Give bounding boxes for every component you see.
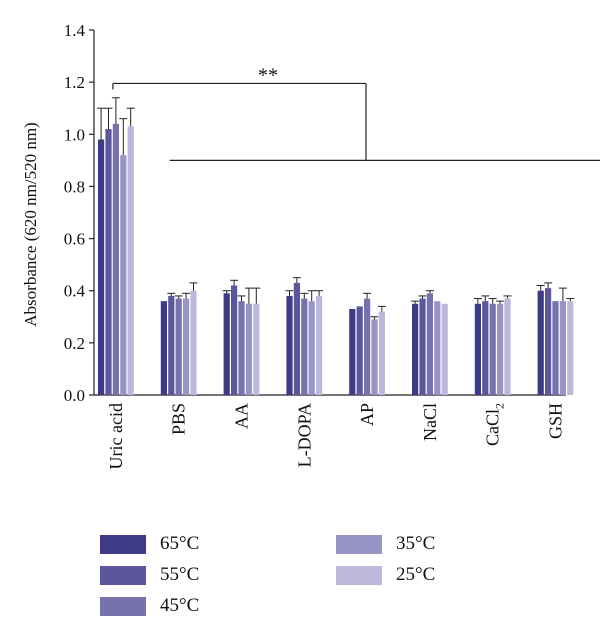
bar — [426, 293, 433, 395]
bar — [504, 298, 511, 395]
y-axis-label: Absorbance (620 nm/520 nm) — [21, 122, 40, 326]
x-tick-label: CaCl2 — [483, 403, 507, 446]
x-tick-label: AP — [357, 403, 377, 426]
legend-label: 55°C — [160, 564, 200, 585]
bar — [419, 298, 426, 395]
bar — [441, 303, 448, 395]
legend-label: 25°C — [396, 564, 436, 585]
bar — [105, 129, 112, 396]
bar — [245, 303, 252, 395]
y-tick-label: 1.0 — [64, 125, 85, 144]
legend-item: 35°C — [336, 533, 435, 555]
bar — [356, 306, 363, 395]
y-tick-label: 0.6 — [64, 230, 85, 249]
bar — [112, 123, 119, 395]
legend-swatch — [336, 565, 382, 585]
bar — [301, 298, 308, 395]
x-tick-label: Uric acid — [106, 403, 126, 469]
legend-label: 65°C — [160, 533, 200, 554]
bar — [183, 298, 190, 395]
significance-bracket: ** — [112, 64, 600, 161]
bar — [308, 301, 315, 395]
y-tick-label: 0.0 — [64, 386, 85, 405]
bar — [293, 282, 300, 395]
bar — [168, 295, 175, 395]
y-tick-label: 1.2 — [64, 73, 85, 92]
x-tick-label: GSH — [546, 403, 566, 439]
legend-swatch — [100, 565, 146, 585]
legend-item: 65°C — [100, 533, 199, 555]
legend-swatch — [100, 534, 146, 554]
y-tick-label: 0.4 — [64, 282, 86, 301]
bar — [545, 288, 552, 395]
bar — [190, 290, 197, 395]
bar — [253, 303, 260, 395]
bar — [412, 303, 419, 395]
bar — [98, 139, 105, 395]
bar — [537, 290, 544, 395]
y-tick-label: 0.2 — [64, 334, 85, 353]
significance-label: ** — [258, 64, 278, 86]
y-tick-label: 1.4 — [64, 21, 86, 40]
bars — [97, 97, 575, 396]
legend-item: 25°C — [336, 564, 435, 586]
bar — [120, 155, 127, 395]
legend-item: 45°C — [100, 595, 199, 617]
legend: 65°C 55°C 45°C 35°C 25°C — [100, 533, 540, 628]
legend-label: 35°C — [396, 533, 436, 554]
bar — [316, 295, 323, 395]
x-tick-label: PBS — [169, 403, 189, 435]
bar — [364, 298, 371, 395]
bar — [434, 301, 441, 395]
bar — [160, 301, 167, 395]
bar — [552, 301, 559, 395]
bar — [567, 301, 574, 395]
legend-swatch — [100, 596, 146, 616]
bar — [238, 301, 245, 395]
bar — [482, 301, 489, 395]
bar — [371, 319, 378, 395]
bar — [127, 126, 134, 395]
y-tick-label: 0.8 — [64, 177, 85, 196]
bar — [378, 311, 385, 395]
bar — [231, 285, 238, 395]
x-tick-label: AA — [232, 403, 252, 429]
x-tick-label: NaCl — [420, 403, 440, 441]
x-tick-label: L-DOPA — [294, 403, 314, 467]
bar — [286, 295, 293, 395]
x-tick-label-subscript: 2 — [493, 403, 507, 409]
bar — [349, 308, 356, 395]
bar — [489, 303, 496, 395]
bar — [497, 303, 504, 395]
bar — [175, 298, 182, 395]
legend-swatch — [336, 534, 382, 554]
tick-labels: 0.0 0.2 0.4 0.6 0.8 1.0 1.2 1.4 Absorbance (620 … — [21, 21, 566, 469]
legend-label: 45°C — [160, 595, 200, 616]
bar — [559, 301, 566, 395]
bar-chart: ** 0.0 0.2 0.4 0.6 0.8 1.0 1.2 1.4 Absorbance (6… — [21, 21, 600, 469]
bar — [223, 293, 230, 395]
legend-item: 55°C — [100, 564, 199, 586]
bar — [474, 303, 481, 395]
